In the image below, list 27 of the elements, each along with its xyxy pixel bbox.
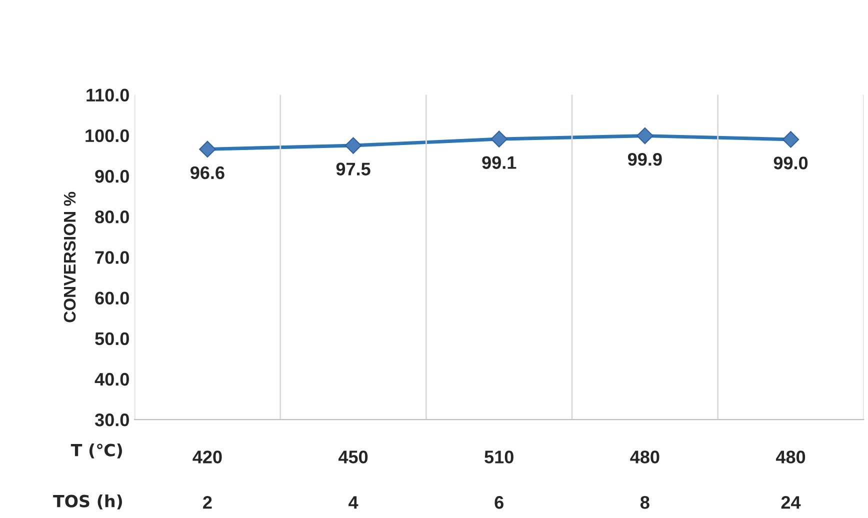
point [490,130,508,148]
text: TOS (h) [53,494,122,510]
category-label: 420 2 [192,450,222,509]
y-tick-label: 90.0 [95,170,129,183]
y-tick-label: 60.0 [95,292,129,305]
category-label: 450 4 [338,450,368,509]
category-label: 480 24 [776,450,806,509]
y-axis-title: CONVERSION % [64,192,76,322]
point [344,137,362,154]
y-tick-label: 30.0 [94,414,129,426]
text: 99.0 [774,156,808,170]
y-tick-label: 100.0 [86,129,129,142]
category-label: 510 6 [484,450,514,509]
y-tick-label: 110.0 [86,88,129,102]
text: 97.5 [336,162,370,176]
text: 99.9 [628,152,662,166]
y-tick-label: 50.0 [95,332,129,346]
text: 99.1 [482,156,516,169]
y-tick-label: 40.0 [94,372,129,386]
y-tick-label: 80.0 [95,210,129,224]
point [199,140,216,158]
text: 96.6 [190,166,224,180]
text: T (℃) [70,444,122,458]
category-label: 480 8 [630,450,660,509]
point [636,127,654,144]
point [782,131,800,148]
y-tick-label: 70.0 [95,251,129,264]
